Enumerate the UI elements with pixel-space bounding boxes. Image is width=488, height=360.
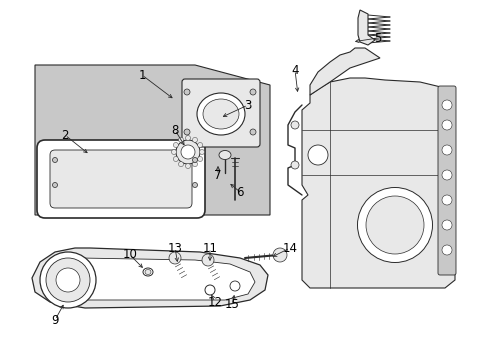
Circle shape	[192, 158, 197, 162]
Circle shape	[441, 195, 451, 205]
Polygon shape	[357, 10, 374, 45]
Circle shape	[229, 281, 240, 291]
Circle shape	[178, 138, 183, 142]
Circle shape	[441, 170, 451, 180]
Circle shape	[249, 129, 256, 135]
Circle shape	[46, 258, 90, 302]
Ellipse shape	[145, 270, 151, 274]
Circle shape	[185, 135, 190, 140]
Circle shape	[204, 285, 215, 295]
Circle shape	[272, 248, 286, 262]
Circle shape	[183, 89, 190, 95]
Text: 8: 8	[171, 123, 178, 136]
Polygon shape	[302, 78, 454, 288]
Text: 11: 11	[202, 242, 217, 255]
Ellipse shape	[203, 99, 239, 129]
Text: 2: 2	[61, 129, 69, 141]
Circle shape	[52, 183, 58, 188]
Circle shape	[441, 245, 451, 255]
Circle shape	[192, 183, 197, 188]
Circle shape	[181, 145, 195, 159]
Polygon shape	[309, 48, 379, 95]
Text: 14: 14	[282, 242, 297, 255]
Circle shape	[171, 149, 176, 154]
Circle shape	[441, 220, 451, 230]
Text: 3: 3	[244, 99, 251, 112]
Ellipse shape	[219, 150, 230, 159]
Text: 6: 6	[236, 185, 243, 198]
Circle shape	[183, 129, 190, 135]
Circle shape	[249, 89, 256, 95]
Circle shape	[40, 252, 96, 308]
FancyBboxPatch shape	[437, 86, 455, 275]
Circle shape	[169, 252, 181, 264]
Circle shape	[185, 163, 190, 168]
Circle shape	[441, 145, 451, 155]
Circle shape	[56, 268, 80, 292]
Circle shape	[197, 157, 202, 162]
Text: 1: 1	[138, 68, 145, 81]
Text: 13: 13	[167, 242, 182, 255]
Text: 12: 12	[207, 296, 222, 309]
Text: 5: 5	[373, 32, 381, 45]
Circle shape	[173, 157, 178, 162]
FancyBboxPatch shape	[182, 79, 260, 147]
Circle shape	[290, 121, 298, 129]
Ellipse shape	[357, 188, 431, 262]
Ellipse shape	[197, 93, 244, 135]
Circle shape	[197, 143, 202, 148]
Circle shape	[202, 254, 214, 266]
Circle shape	[192, 162, 197, 167]
Polygon shape	[32, 248, 267, 308]
Ellipse shape	[142, 268, 153, 276]
Circle shape	[176, 140, 200, 164]
Text: 15: 15	[224, 298, 239, 311]
Circle shape	[441, 120, 451, 130]
Ellipse shape	[365, 196, 423, 254]
Circle shape	[441, 100, 451, 110]
Circle shape	[192, 138, 197, 142]
Circle shape	[290, 161, 298, 169]
Circle shape	[307, 145, 327, 165]
Circle shape	[52, 158, 58, 162]
Text: 9: 9	[51, 314, 59, 327]
FancyBboxPatch shape	[37, 140, 204, 218]
Text: 10: 10	[122, 248, 137, 261]
Circle shape	[199, 149, 204, 154]
Polygon shape	[42, 258, 254, 300]
Polygon shape	[35, 65, 269, 215]
Circle shape	[173, 143, 178, 148]
Text: 4: 4	[291, 63, 298, 77]
Text: 7: 7	[214, 168, 221, 181]
Circle shape	[178, 162, 183, 167]
FancyBboxPatch shape	[50, 150, 192, 208]
